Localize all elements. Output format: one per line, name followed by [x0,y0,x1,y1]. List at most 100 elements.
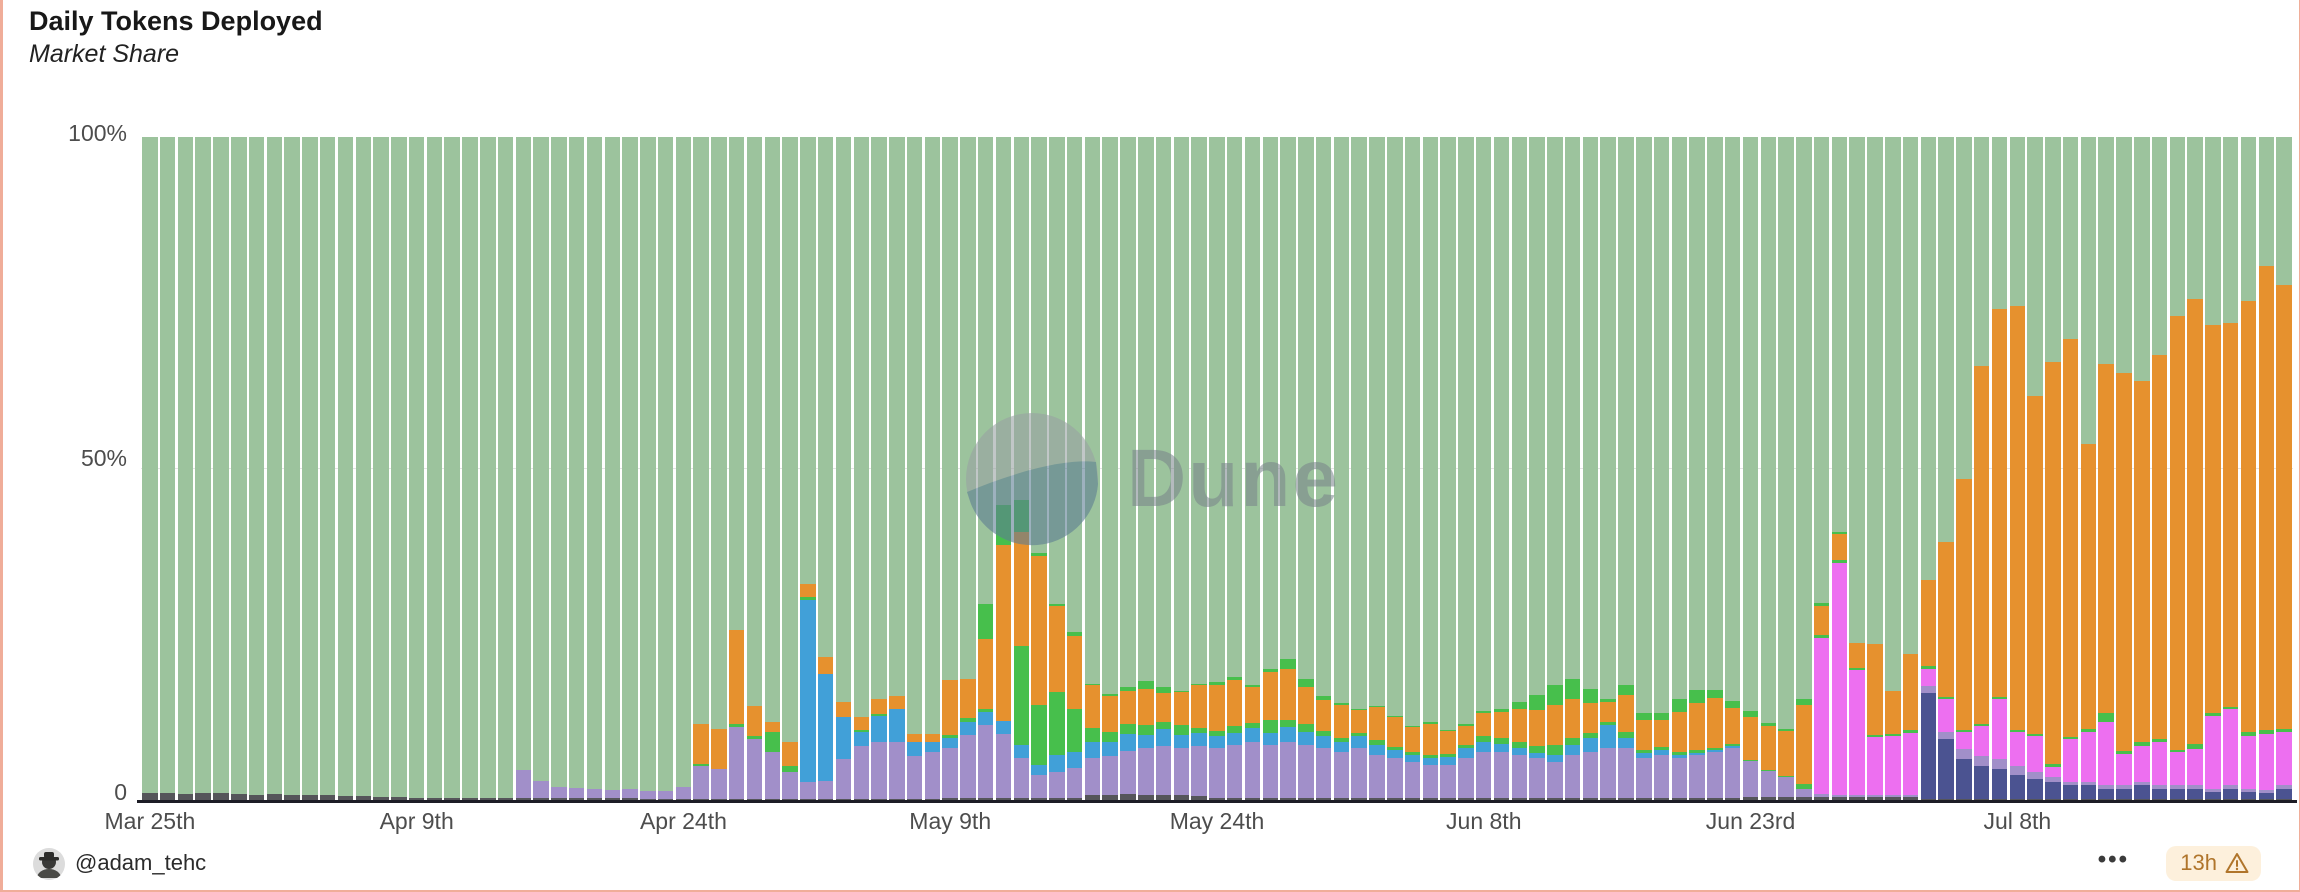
bar-column[interactable] [1351,137,1367,800]
bar-column[interactable] [1475,137,1492,800]
bar-column[interactable] [2062,137,2079,800]
bar-column[interactable] [1209,137,1225,800]
bar-column[interactable] [782,137,798,800]
bar-column[interactable] [1066,137,1083,800]
bar-column[interactable] [2276,137,2292,800]
bar-column[interactable] [195,137,211,800]
bar-column[interactable] [729,137,745,800]
bar-column[interactable] [622,137,638,800]
bar-column[interactable] [1155,137,1172,800]
bar-column[interactable] [746,137,763,800]
bar-column[interactable] [568,137,585,800]
bar-column[interactable] [1920,137,1937,800]
bar-column[interactable] [1742,137,1759,800]
bar-column[interactable] [978,137,994,800]
bar-column[interactable] [462,137,478,800]
bar-column[interactable] [355,137,371,800]
bar-column[interactable] [1991,137,2008,800]
data-age-badge[interactable]: 13h [2166,846,2261,881]
bar-column[interactable] [2134,137,2150,800]
bar-column[interactable] [1956,137,1972,800]
bar-column[interactable] [1653,137,1670,800]
bar-column[interactable] [1778,137,1794,800]
bar-column[interactable] [533,137,549,800]
bar-column[interactable] [1973,137,1990,800]
bar-column[interactable] [1529,137,1545,800]
bar-column[interactable] [1049,137,1065,800]
bar-column[interactable] [1547,137,1563,800]
bar-column[interactable] [1369,137,1385,800]
bar-column[interactable] [1902,137,1919,800]
bar-column[interactable] [1298,137,1314,800]
bar-column[interactable] [1102,137,1118,800]
bar-column[interactable] [1885,137,1901,800]
avatar[interactable] [33,848,65,880]
bar-column[interactable] [1262,137,1279,800]
bar-column[interactable] [1796,137,1812,800]
bar-column[interactable] [1813,137,1830,800]
bar-column[interactable] [248,137,265,800]
author-handle[interactable]: @adam_tehc [75,850,207,875]
bar-column[interactable] [2169,137,2186,800]
bar-column[interactable] [1724,137,1741,800]
bar-column[interactable] [319,137,336,800]
bar-column[interactable] [1493,137,1510,800]
bar-column[interactable] [1760,137,1777,800]
bar-column[interactable] [1636,137,1652,800]
bar-column[interactable] [1600,137,1616,800]
bar-column[interactable] [1511,137,1528,800]
options-menu-button[interactable]: ••• [2097,846,2129,873]
bar-column[interactable] [764,137,781,800]
bar-column[interactable] [995,137,1012,800]
bar-column[interactable] [1422,137,1439,800]
bar-column[interactable] [2222,137,2239,800]
bar-column[interactable] [1564,137,1581,800]
bar-column[interactable] [1707,137,1723,800]
bar-column[interactable] [586,137,603,800]
bar-column[interactable] [1138,137,1154,800]
bar-column[interactable] [426,137,443,800]
bar-column[interactable] [1244,137,1261,800]
bar-column[interactable] [640,137,656,800]
bar-column[interactable] [2080,137,2097,800]
bar-column[interactable] [1031,137,1047,800]
bar-column[interactable] [444,137,460,800]
bar-column[interactable] [2045,137,2061,800]
bar-column[interactable] [1333,137,1350,800]
bar-column[interactable] [1226,137,1243,800]
bar-column[interactable] [817,137,834,800]
bar-column[interactable] [2240,137,2257,800]
bar-column[interactable] [604,137,620,800]
bar-column[interactable] [906,137,923,800]
bar-column[interactable] [213,137,229,800]
bar-column[interactable] [337,137,354,800]
bar-column[interactable] [657,137,674,800]
bar-column[interactable] [515,137,532,800]
bar-column[interactable] [853,137,869,800]
bar-column[interactable] [942,137,958,800]
bar-column[interactable] [373,137,389,800]
bar-column[interactable] [2098,137,2114,800]
bar-column[interactable] [675,137,692,800]
bar-column[interactable] [1404,137,1421,800]
bar-column[interactable] [284,137,300,800]
bar-column[interactable] [1618,137,1634,800]
bar-column[interactable] [1582,137,1599,800]
bar-column[interactable] [177,137,194,800]
bar-column[interactable] [1191,137,1207,800]
bar-column[interactable] [1671,137,1688,800]
bar-column[interactable] [2187,137,2203,800]
bar-column[interactable] [1315,137,1332,800]
bar-column[interactable] [1280,137,1296,800]
bar-column[interactable] [1120,137,1136,800]
bar-column[interactable] [1831,137,1848,800]
bar-column[interactable] [1387,137,1403,800]
bar-column[interactable] [551,137,567,800]
bar-column[interactable] [693,137,709,800]
bar-column[interactable] [302,137,318,800]
bar-column[interactable] [2258,137,2274,800]
bar-column[interactable] [924,137,941,800]
bar-column[interactable] [2205,137,2221,800]
bar-column[interactable] [231,137,247,800]
bar-column[interactable] [1938,137,1954,800]
